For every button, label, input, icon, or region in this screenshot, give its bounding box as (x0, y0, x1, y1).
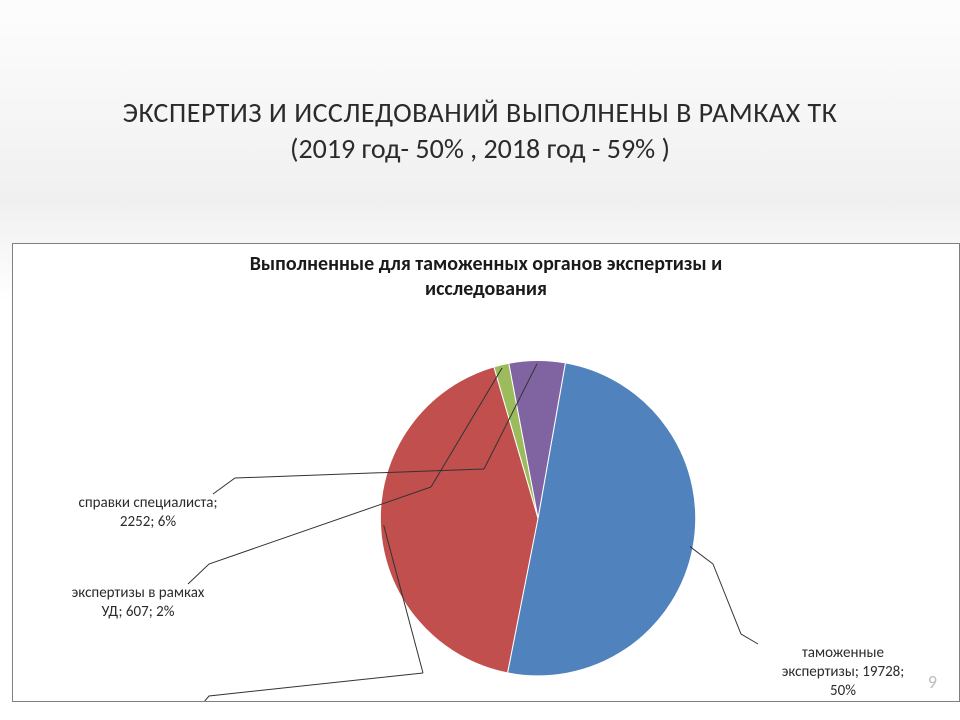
slide: ЭКСПЕРТИЗ И ИССЛЕДОВАНИЙ ВЫПОЛНЕНЫ В РАМ… (0, 0, 960, 720)
callout-customs: таможенныеэкспертизы; 19728;50% (753, 644, 933, 700)
chart-container: Выполненные для таможенных органов экспе… (12, 243, 960, 702)
leader-stub-customs (690, 547, 713, 564)
pie-chart (13, 244, 959, 701)
leader-line-customs (713, 564, 758, 644)
callout-spravki: справки специалиста;2252; 6% (43, 494, 253, 532)
leader-line-ap (188, 673, 423, 701)
title-line-2: (2019 год- 50% , 2018 год - 59% ) (40, 131, 920, 167)
title-line-1: ЭКСПЕРТИЗ И ИССЛЕДОВАНИЙ ВЫПОЛНЕНЫ В РАМ… (40, 95, 920, 131)
callout-ud: экспертизы в рамкахУД; 607; 2% (43, 584, 233, 622)
slide-title: ЭКСПЕРТИЗ И ИССЛЕДОВАНИЙ ВЫПОЛНЕНЫ В РАМ… (40, 95, 920, 168)
